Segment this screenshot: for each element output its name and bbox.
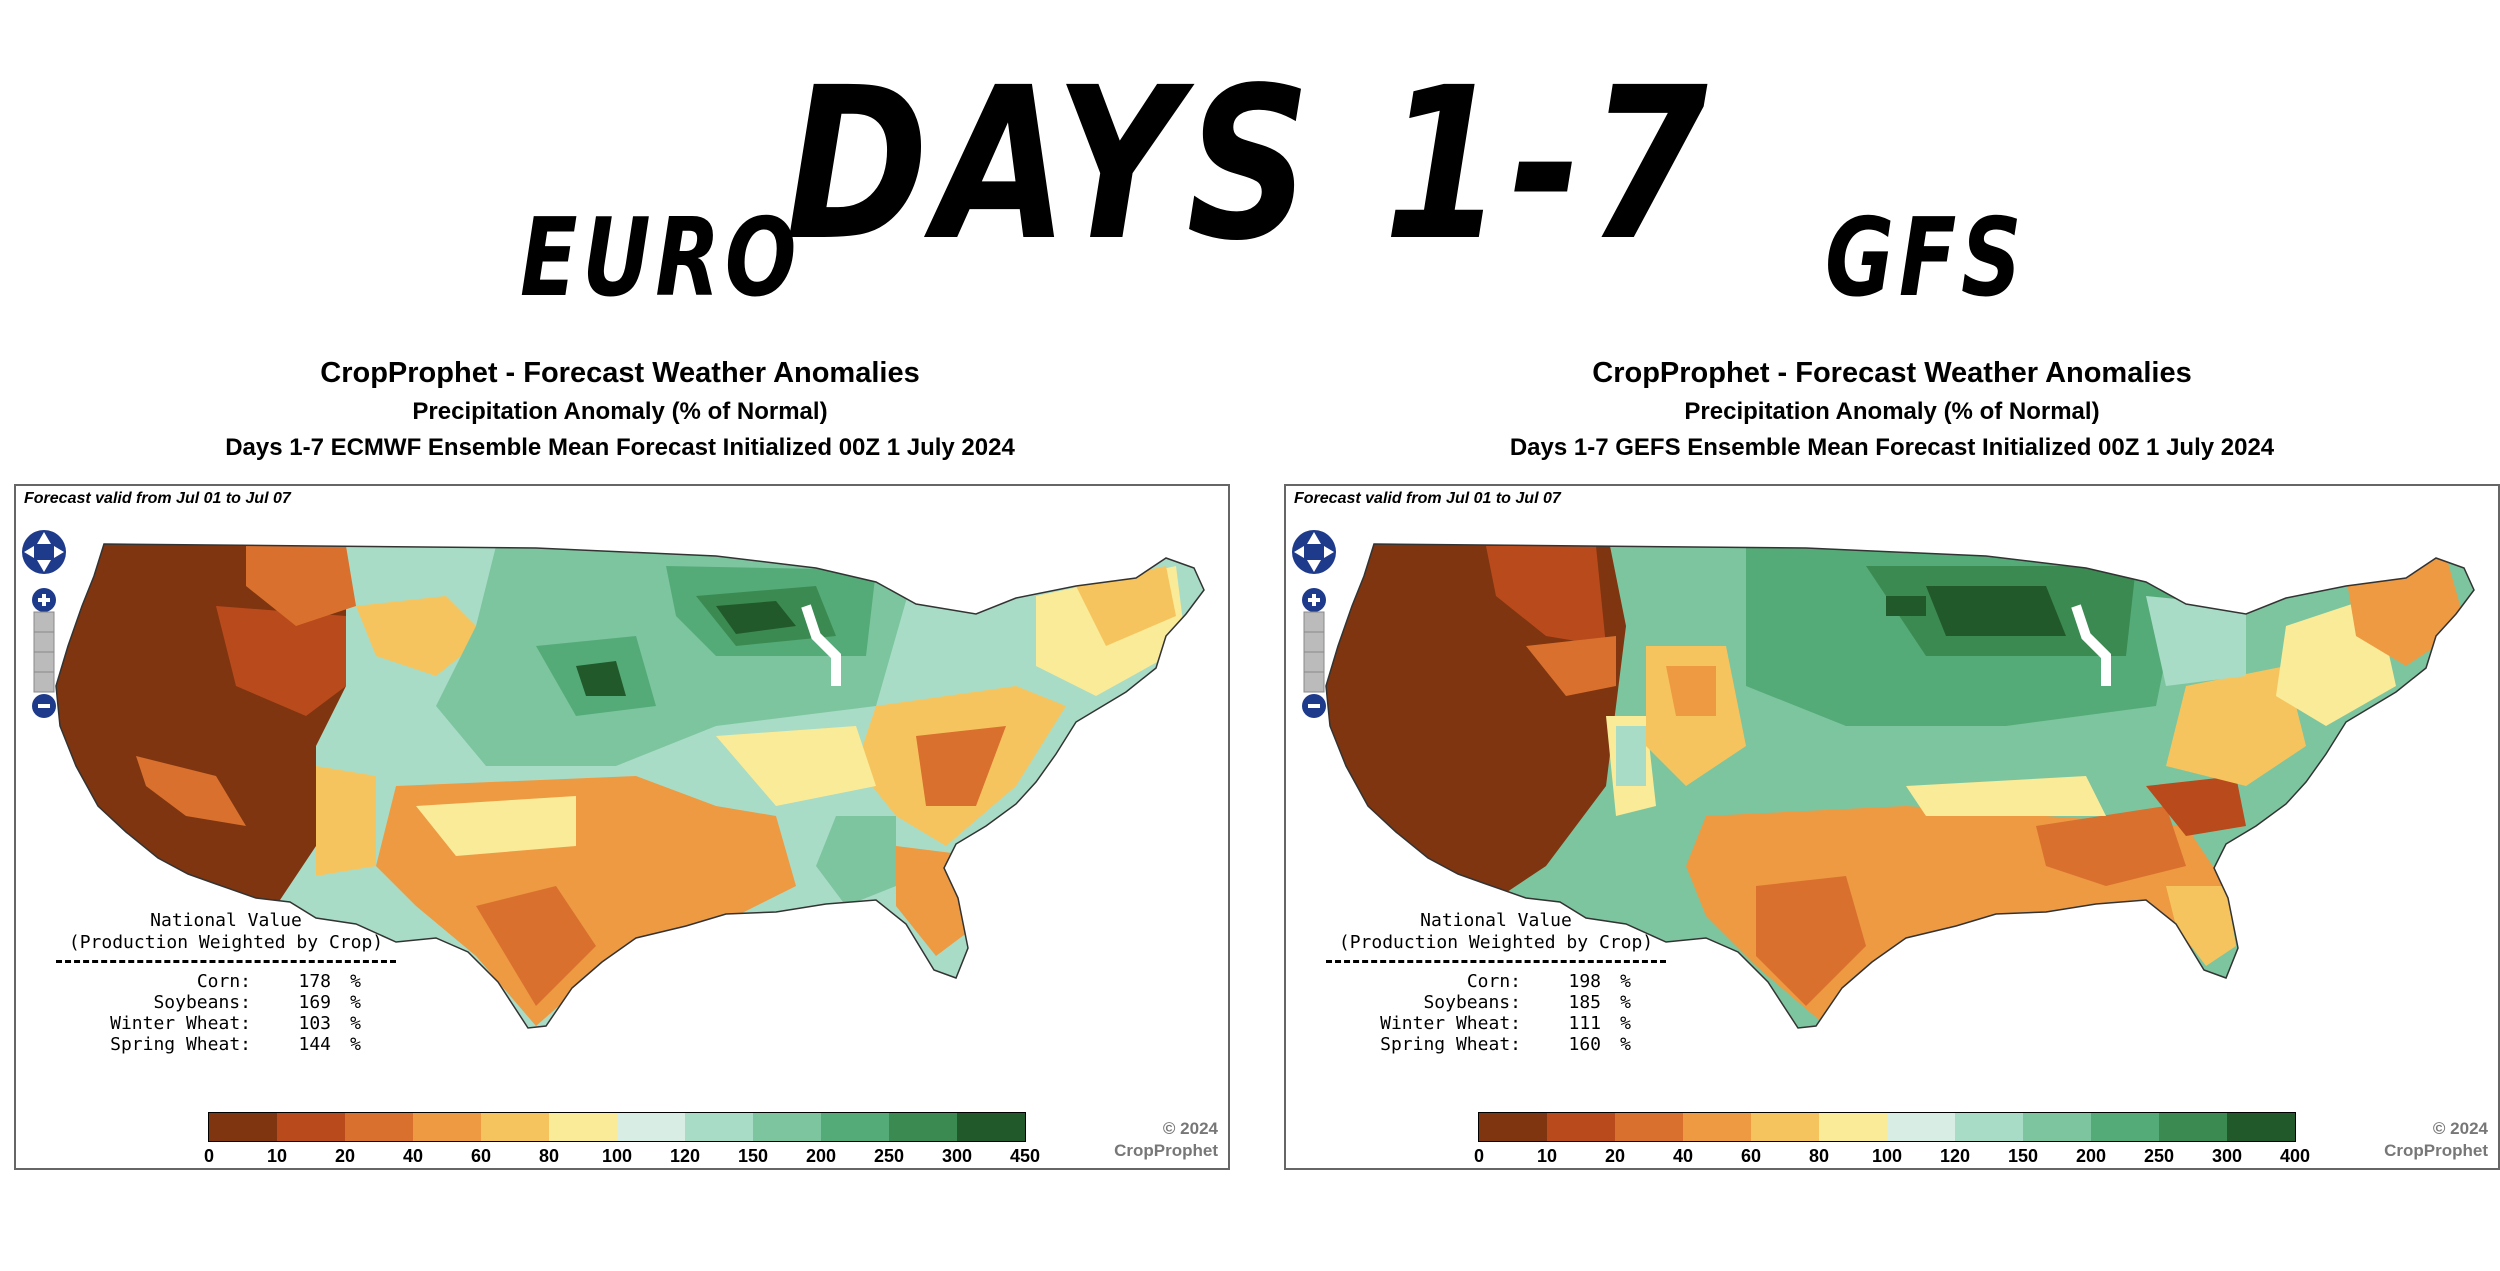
legend-bar (208, 1112, 1026, 1142)
legend-tick-label: 100 (601, 1146, 633, 1166)
national-row: Soybeans: 185% (1423, 992, 1631, 1013)
legend-swatch (1955, 1113, 2023, 1141)
legend-swatch (957, 1113, 1025, 1141)
precip-map-euro[interactable] (16, 486, 1228, 1168)
zoom-in-icon[interactable] (1302, 588, 1326, 612)
legend-tick-label: 300 (941, 1146, 973, 1166)
legend-swatch (889, 1113, 957, 1141)
legend-tick-label: 20 (334, 1146, 356, 1166)
map-subtitle: Precipitation Anomaly (% of Normal) (412, 398, 828, 425)
national-row: Spring Wheat: 144% (110, 1034, 361, 1055)
legend-swatch (2159, 1113, 2227, 1141)
national-row: Winter Wheat: 111% (1380, 1013, 1631, 1034)
national-subheading: (Production Weighted by Crop) (68, 932, 384, 953)
national-subheading: (Production Weighted by Crop) (1338, 932, 1654, 953)
legend-swatch (1547, 1113, 1615, 1141)
precip-map-gfs[interactable] (1286, 486, 2498, 1168)
legend-swatch (209, 1113, 277, 1141)
legend-tick-label: 100 (1871, 1146, 1903, 1166)
legend-tick-label: 60 (470, 1146, 492, 1166)
map-controls[interactable] (1290, 516, 1346, 736)
panel-euro-titles: CropProphet - Forecast Weather Anomalies… (6, 352, 1234, 466)
copyright: © 2024 CropProphet (1114, 1119, 1218, 1160)
national-heading: National Value (1420, 910, 1572, 931)
legend-tick-label: 250 (2143, 1146, 2175, 1166)
model-label-euro: EURO (520, 196, 802, 321)
zoom-slider[interactable] (33, 611, 55, 693)
legend-tick-label: 120 (669, 1146, 701, 1166)
legend-tick-label: 40 (402, 1146, 424, 1166)
model-label-gfs: GFS (1825, 196, 2027, 321)
legend-tick-label: 20 (1604, 1146, 1626, 1166)
pan-control-icon[interactable] (1292, 530, 1336, 574)
legend-tick-label: 0 (203, 1146, 215, 1166)
legend-swatch (1887, 1113, 1955, 1141)
legend-swatch (549, 1113, 617, 1141)
legend-tick-label: 150 (2007, 1146, 2039, 1166)
legend-swatch (753, 1113, 821, 1141)
zoom-out-icon[interactable] (32, 694, 56, 718)
map-title: CropProphet - Forecast Weather Anomalies (320, 357, 920, 389)
legend-swatch (345, 1113, 413, 1141)
legend-swatch (1751, 1113, 1819, 1141)
legend-ticks: 0 10 20 40 60 80 100 120 150 200 250 300 400 (1474, 1142, 2310, 1166)
legend-tick-label: 150 (737, 1146, 769, 1166)
map-run-info: Days 1-7 ECMWF Ensemble Mean Forecast In… (225, 434, 1015, 461)
legend-tick-label: 120 (1939, 1146, 1971, 1166)
map-run-info: Days 1-7 GEFS Ensemble Mean Forecast Ini… (1509, 434, 2275, 461)
legend-tick-label: 450 (1009, 1146, 1041, 1166)
panel-gfs-titles: CropProphet - Forecast Weather Anomalies… (1278, 352, 2500, 466)
map-panel-euro[interactable]: Forecast valid from Jul 01 to Jul 07 Nat… (14, 484, 1230, 1170)
legend-swatch (821, 1113, 889, 1141)
forecast-valid-text: Forecast valid from Jul 01 to Jul 07 (24, 490, 291, 507)
legend-swatch (277, 1113, 345, 1141)
national-row: Winter Wheat: 103% (110, 1013, 361, 1034)
legend-swatch (685, 1113, 753, 1141)
legend-tick-label: 250 (873, 1146, 905, 1166)
pan-control-icon[interactable] (22, 530, 66, 574)
national-value-box: National Value (Production Weighted by C… (56, 910, 396, 1055)
national-row: Spring Wheat: 160% (1380, 1034, 1631, 1055)
map-subtitle: Precipitation Anomaly (% of Normal) (1684, 398, 2100, 425)
legend-tick-label: 80 (1808, 1146, 1830, 1166)
legend-swatch (1819, 1113, 1887, 1141)
headline-days: DAYS 1-7 (785, 42, 1715, 287)
legend-swatch (617, 1113, 685, 1141)
legend-tick-label: 40 (1672, 1146, 1694, 1166)
legend-tick-label: 200 (805, 1146, 837, 1166)
map-title: CropProphet - Forecast Weather Anomalies (1592, 357, 2192, 389)
color-legend: 0 10 20 40 60 80 100 120 150 200 250 300 400 (1474, 1112, 2310, 1168)
legend-swatch (2227, 1113, 2295, 1141)
map-controls[interactable] (20, 516, 76, 736)
legend-tick-label: 60 (1740, 1146, 1762, 1166)
legend-swatch (1479, 1113, 1547, 1141)
legend-tick-label: 400 (2279, 1146, 2311, 1166)
legend-bar (1478, 1112, 2296, 1142)
legend-ticks: 0 10 20 40 60 80 100 120 150 200 250 300 450 (204, 1142, 1040, 1166)
national-row: Soybeans: 169% (153, 992, 361, 1013)
legend-swatch (1615, 1113, 1683, 1141)
legend-tick-label: 10 (1536, 1146, 1558, 1166)
map-panel-gfs[interactable]: Forecast valid from Jul 01 to Jul 07 Nat… (1284, 484, 2500, 1170)
national-value-box: National Value (Production Weighted by C… (1326, 910, 1666, 1055)
legend-tick-label: 0 (1473, 1146, 1485, 1166)
legend-tick-label: 300 (2211, 1146, 2243, 1166)
national-heading: National Value (150, 910, 302, 931)
zoom-in-icon[interactable] (32, 588, 56, 612)
national-row: Corn: 198% (1466, 971, 1631, 992)
zoom-out-icon[interactable] (1302, 694, 1326, 718)
legend-swatch (2023, 1113, 2091, 1141)
legend-tick-label: 80 (538, 1146, 560, 1166)
forecast-valid-text: Forecast valid from Jul 01 to Jul 07 (1294, 490, 1561, 507)
legend-swatch (413, 1113, 481, 1141)
color-legend: 0 10 20 40 60 80 100 120 150 200 250 300 450 (204, 1112, 1040, 1168)
zoom-slider[interactable] (1303, 611, 1325, 693)
copyright: © 2024 CropProphet (2384, 1119, 2488, 1160)
legend-tick-label: 200 (2075, 1146, 2107, 1166)
legend-tick-label: 10 (266, 1146, 288, 1166)
national-row: Corn: 178% (196, 971, 361, 992)
legend-swatch (481, 1113, 549, 1141)
legend-swatch (1683, 1113, 1751, 1141)
legend-swatch (2091, 1113, 2159, 1141)
